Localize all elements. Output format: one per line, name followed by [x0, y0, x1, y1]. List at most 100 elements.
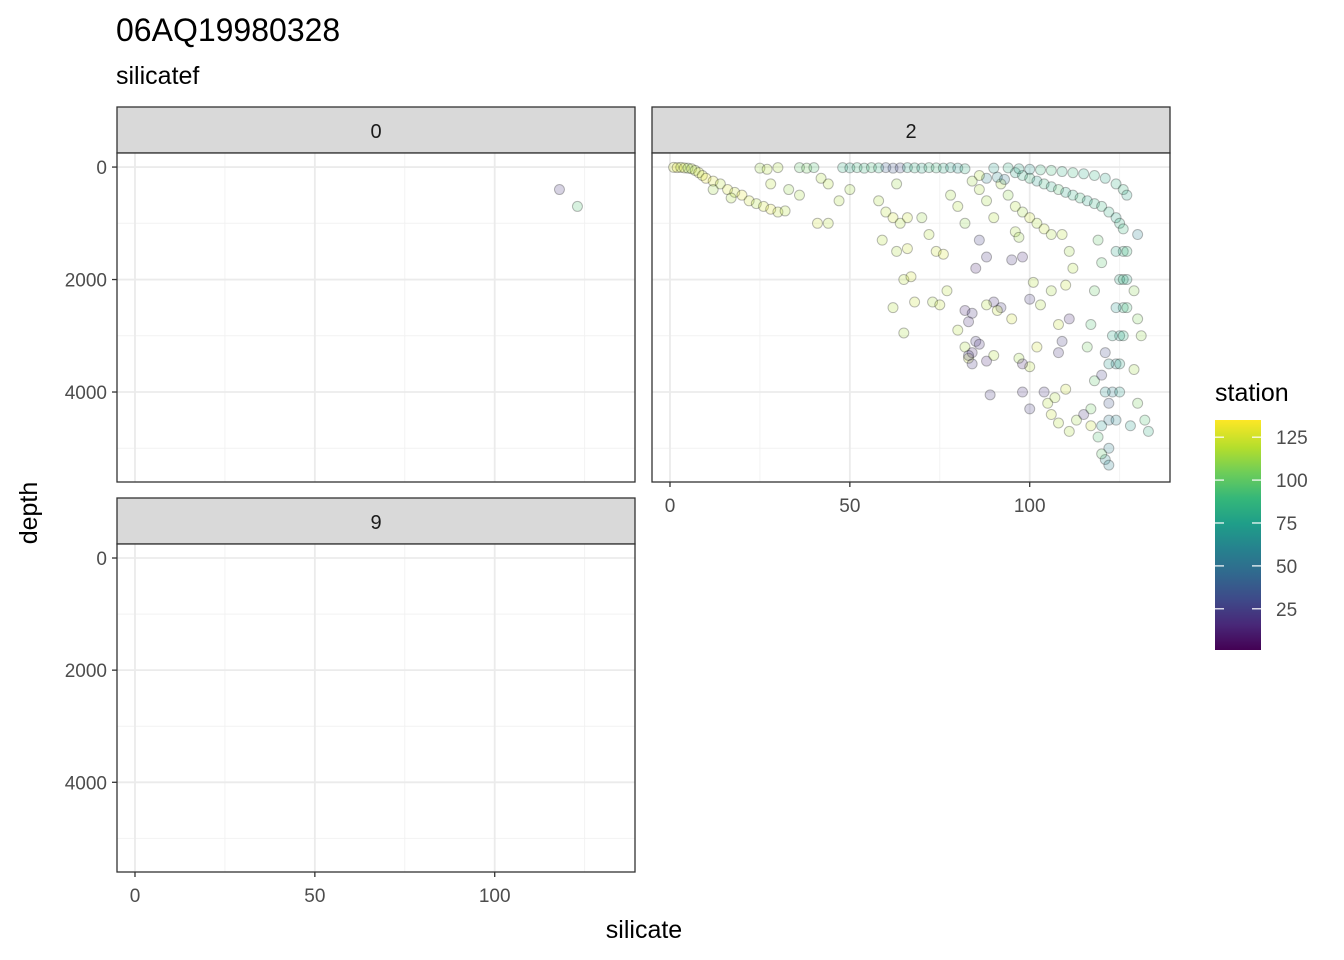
data-point	[1088, 169, 1100, 181]
data-point	[991, 171, 1003, 183]
data-point	[1052, 184, 1064, 196]
data-point	[1060, 279, 1072, 291]
data-point	[729, 186, 741, 198]
data-point	[1114, 358, 1126, 370]
data-point	[1085, 403, 1097, 415]
data-point	[1081, 341, 1093, 353]
data-point	[678, 162, 690, 174]
data-point	[1121, 302, 1133, 314]
data-point	[1045, 181, 1057, 193]
data-point	[1031, 217, 1043, 229]
x-tick-label: 100	[479, 886, 511, 907]
data-point	[553, 184, 565, 196]
data-point	[894, 162, 906, 174]
data-point	[1103, 459, 1115, 471]
data-point	[898, 327, 910, 339]
data-point	[1024, 172, 1036, 184]
data-point	[1045, 409, 1057, 421]
data-point	[1056, 335, 1068, 347]
data-point	[1006, 254, 1018, 266]
data-point	[1056, 166, 1068, 178]
data-point	[930, 245, 942, 257]
data-point	[1088, 285, 1100, 297]
y-axis-title: depth	[15, 482, 43, 545]
colorbar-label: 25	[1276, 600, 1297, 621]
data-point	[952, 324, 964, 336]
data-point	[1099, 172, 1111, 184]
facet-panels: 0 0 2000 4000 2 0 50 100 9 0 2000 4000 0 50 100	[65, 106, 1171, 907]
facet-panel-9: 9 0 2000 4000 0 50 100	[65, 497, 636, 907]
data-point	[1096, 200, 1108, 212]
data-point	[981, 172, 993, 184]
data-point	[1063, 425, 1075, 437]
data-point	[988, 349, 1000, 361]
data-point	[1042, 397, 1054, 409]
data-point	[1096, 369, 1108, 381]
data-point	[772, 162, 784, 174]
data-point	[822, 178, 834, 190]
data-point	[923, 229, 935, 241]
data-point	[1110, 302, 1122, 314]
data-point	[1096, 257, 1108, 269]
colorbar-label: 125	[1276, 428, 1308, 449]
data-point	[1009, 167, 1021, 179]
data-point	[1096, 420, 1108, 432]
data-point	[963, 352, 975, 364]
data-point	[743, 195, 755, 207]
data-point	[963, 316, 975, 328]
data-point	[1009, 200, 1021, 212]
chart-subtitle: silicatef	[116, 62, 199, 90]
data-point	[1121, 274, 1133, 286]
data-point	[959, 304, 971, 316]
data-point	[1024, 212, 1036, 224]
data-point	[937, 248, 949, 260]
data-point	[905, 271, 917, 283]
panel-background	[117, 153, 635, 482]
data-point	[1013, 352, 1025, 364]
data-point	[686, 163, 698, 175]
data-point	[1110, 358, 1122, 370]
data-point	[1092, 234, 1104, 246]
data-point	[1063, 245, 1075, 257]
data-point	[779, 205, 791, 217]
data-point	[901, 162, 913, 174]
data-point	[1099, 386, 1111, 398]
data-point	[1045, 285, 1057, 297]
data-point	[707, 175, 719, 187]
data-point	[1132, 229, 1144, 241]
data-point	[837, 162, 849, 174]
data-point	[973, 234, 985, 246]
data-point	[887, 212, 899, 224]
data-point	[973, 169, 985, 181]
data-point	[571, 200, 583, 212]
data-point	[1103, 206, 1115, 218]
data-point	[981, 355, 993, 367]
data-point	[984, 389, 996, 401]
data-point	[725, 192, 737, 204]
data-point	[1024, 403, 1036, 415]
data-point	[1117, 223, 1129, 235]
data-point	[973, 338, 985, 350]
facet-strip-label: 0	[370, 121, 381, 143]
data-point	[1056, 229, 1068, 241]
data-point	[833, 195, 845, 207]
x-axis-title: silicate	[606, 916, 682, 944]
color-legend: station 25 50 75 100 125	[1215, 379, 1308, 650]
data-point	[1052, 347, 1064, 359]
data-point	[880, 206, 892, 218]
data-point	[1081, 195, 1093, 207]
data-point	[865, 162, 877, 174]
data-point	[1142, 425, 1154, 437]
data-point	[941, 285, 953, 297]
data-point	[682, 162, 694, 174]
data-point	[822, 217, 834, 229]
data-point	[1078, 168, 1090, 180]
data-point	[1114, 274, 1126, 286]
data-point	[1117, 302, 1129, 314]
data-point	[934, 299, 946, 311]
x-tick-label: 0	[130, 886, 141, 907]
data-point	[988, 162, 1000, 174]
data-point	[909, 296, 921, 308]
data-point	[689, 164, 701, 176]
